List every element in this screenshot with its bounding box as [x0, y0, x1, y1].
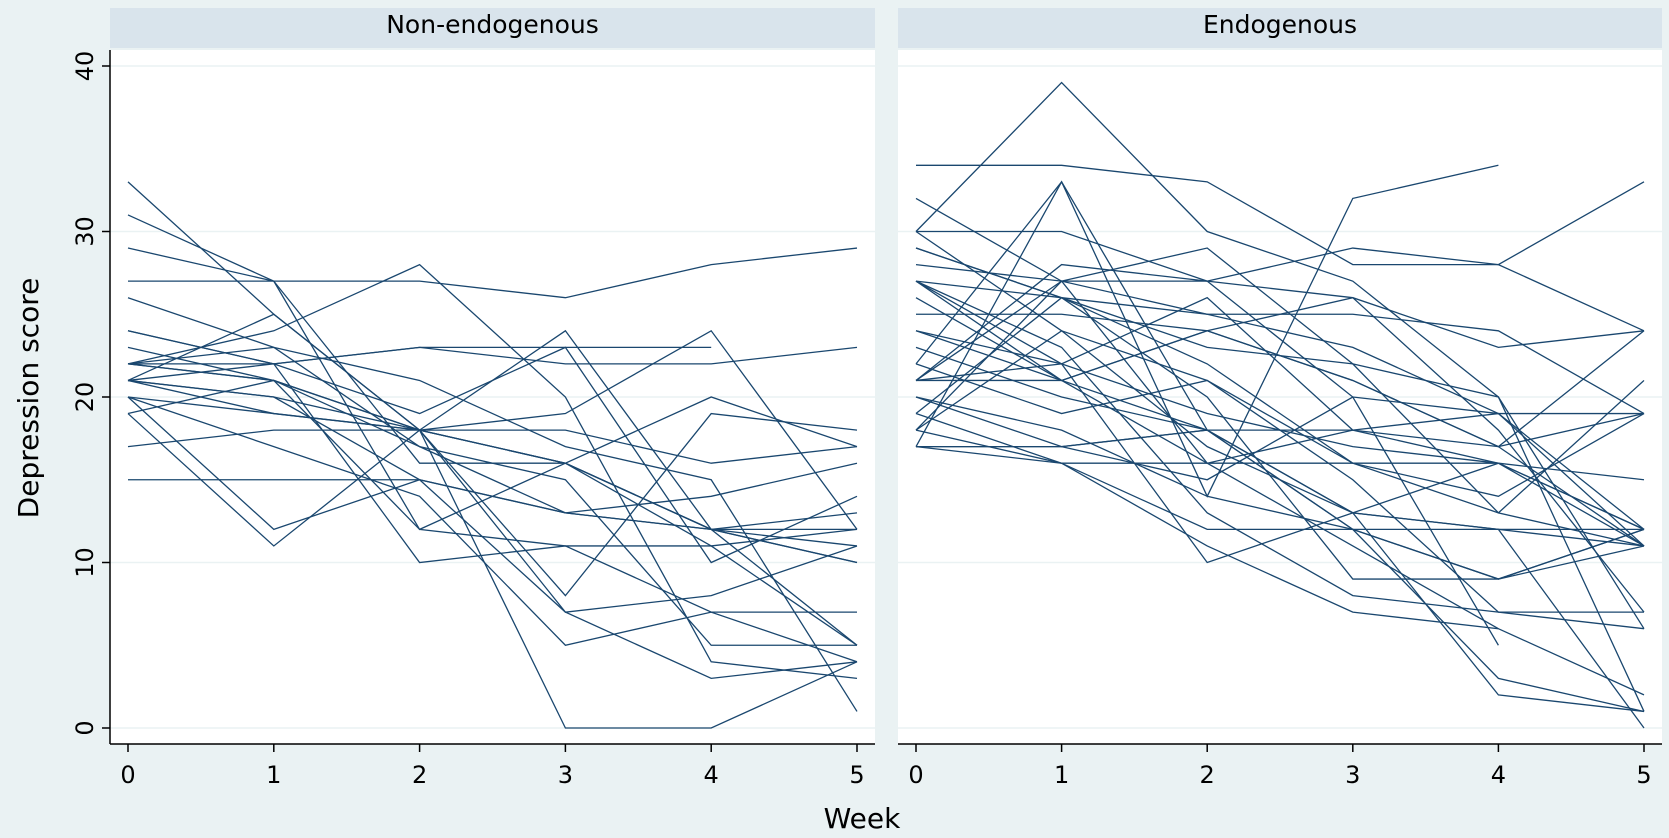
series-line [916, 164, 1645, 266]
series-line [915, 230, 1645, 729]
series-line [127, 396, 858, 663]
series-line [127, 329, 858, 530]
series-line [915, 363, 1645, 514]
x-tick-label: 0 [908, 761, 923, 789]
series-line [128, 247, 858, 299]
y-tick-label: 10 [71, 547, 99, 578]
series-line [915, 280, 1645, 547]
x-axis-title: Week [824, 802, 901, 835]
series-line [915, 280, 1645, 713]
series-line [127, 297, 858, 514]
x-tick-label: 4 [1491, 761, 1506, 789]
x-tick-label: 1 [266, 761, 281, 789]
x-tick-label: 0 [120, 761, 135, 789]
y-tick-label: 30 [71, 216, 99, 247]
y-tick-label: 0 [71, 720, 99, 735]
series-line [127, 346, 858, 712]
series-line [127, 330, 857, 613]
series-line [915, 280, 1645, 613]
series-line [915, 412, 1645, 530]
panel-title: Non-endogenous [386, 10, 599, 39]
series-line [127, 263, 858, 679]
series-line [915, 446, 1645, 580]
series-line [915, 429, 1645, 696]
series-line [127, 363, 858, 547]
series-line [915, 247, 1645, 497]
series-line [915, 296, 1645, 580]
y-axis-title: Depression score [12, 278, 45, 519]
x-tick-label: 1 [1054, 761, 1069, 789]
series-line [915, 197, 1645, 332]
series-line [915, 247, 1645, 547]
series-line [916, 429, 1645, 547]
series-line [915, 280, 1644, 613]
series-line [127, 396, 858, 613]
series-line [127, 412, 858, 597]
series-line [128, 346, 858, 365]
series-line [127, 379, 858, 564]
x-tick-label: 3 [558, 761, 573, 789]
series-line [915, 296, 1645, 547]
y-tick-label: 20 [71, 382, 99, 413]
x-tick-label: 3 [1345, 761, 1360, 789]
series-line [916, 330, 1645, 448]
series-line [127, 396, 858, 646]
panel-header [110, 8, 875, 48]
series-line [127, 346, 857, 646]
series-line [127, 313, 858, 464]
x-tick-label: 5 [849, 761, 864, 789]
x-tick-label: 2 [1200, 761, 1215, 789]
panel-header [898, 8, 1662, 48]
series-line [915, 396, 1644, 481]
series-line [915, 330, 1645, 630]
series-line [915, 280, 1645, 530]
series-line [127, 379, 858, 680]
panel-title: Endogenous [1203, 10, 1357, 39]
x-tick-label: 5 [1636, 761, 1651, 789]
y-tick-label: 40 [71, 51, 99, 82]
x-tick-label: 2 [412, 761, 427, 789]
x-tick-label: 4 [704, 761, 719, 789]
